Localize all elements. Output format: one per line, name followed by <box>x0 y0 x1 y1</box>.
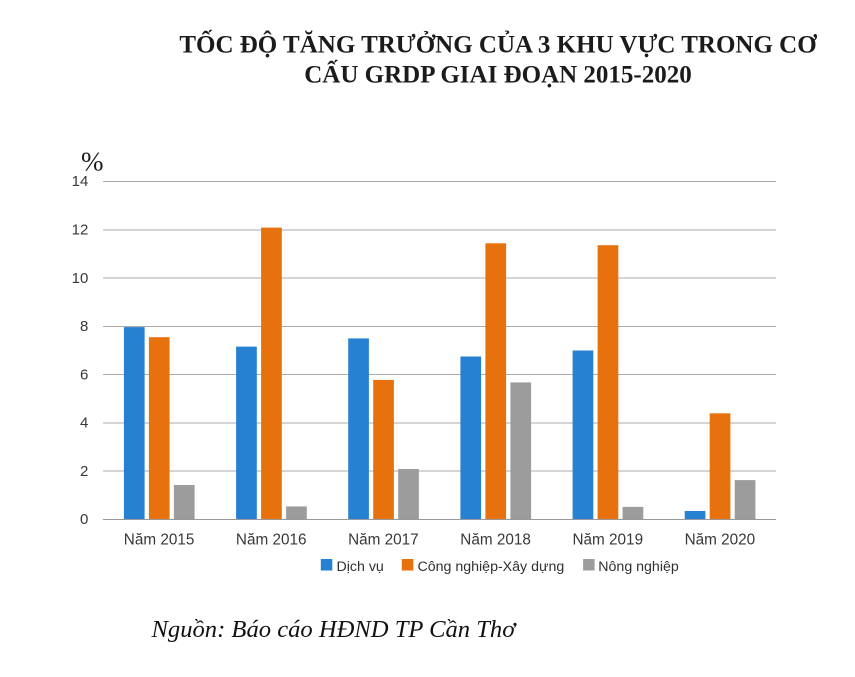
svg-text:10: 10 <box>72 270 89 287</box>
svg-text:0: 0 <box>80 511 88 528</box>
svg-text:%: % <box>81 146 104 176</box>
svg-text:Dịch vụ: Dịch vụ <box>337 559 384 575</box>
svg-text:8: 8 <box>80 318 88 335</box>
svg-text:Năm 2017: Năm 2017 <box>348 531 419 548</box>
svg-text:12: 12 <box>72 222 89 239</box>
svg-text:Nông nghiệp: Nông nghiệp <box>598 559 679 575</box>
svg-text:2: 2 <box>80 463 88 480</box>
svg-text:Năm 2019: Năm 2019 <box>573 531 644 548</box>
svg-text:CẤU GRDP GIAI ĐOẠN 2015-2020: CẤU GRDP GIAI ĐOẠN 2015-2020 <box>304 59 692 88</box>
svg-text:6: 6 <box>80 366 88 383</box>
svg-text:Năm 2020: Năm 2020 <box>685 531 756 548</box>
svg-text:4: 4 <box>80 415 88 432</box>
svg-text:Năm 2018: Năm 2018 <box>460 531 531 548</box>
svg-text:TỐC ĐỘ TĂNG TRƯỞNG CỦA 3 KHU V: TỐC ĐỘ TĂNG TRƯỞNG CỦA 3 KHU VỰC TRONG C… <box>179 29 817 58</box>
svg-text:Nguồn: Báo cáo HĐND TP Cần Thơ: Nguồn: Báo cáo HĐND TP Cần Thơ <box>151 616 518 643</box>
svg-text:Năm 2015: Năm 2015 <box>124 531 195 548</box>
svg-text:Năm 2016: Năm 2016 <box>236 531 307 548</box>
svg-text:Công nghiệp-Xây dựng: Công nghiệp-Xây dựng <box>418 559 565 575</box>
svg-text:14: 14 <box>72 173 89 190</box>
